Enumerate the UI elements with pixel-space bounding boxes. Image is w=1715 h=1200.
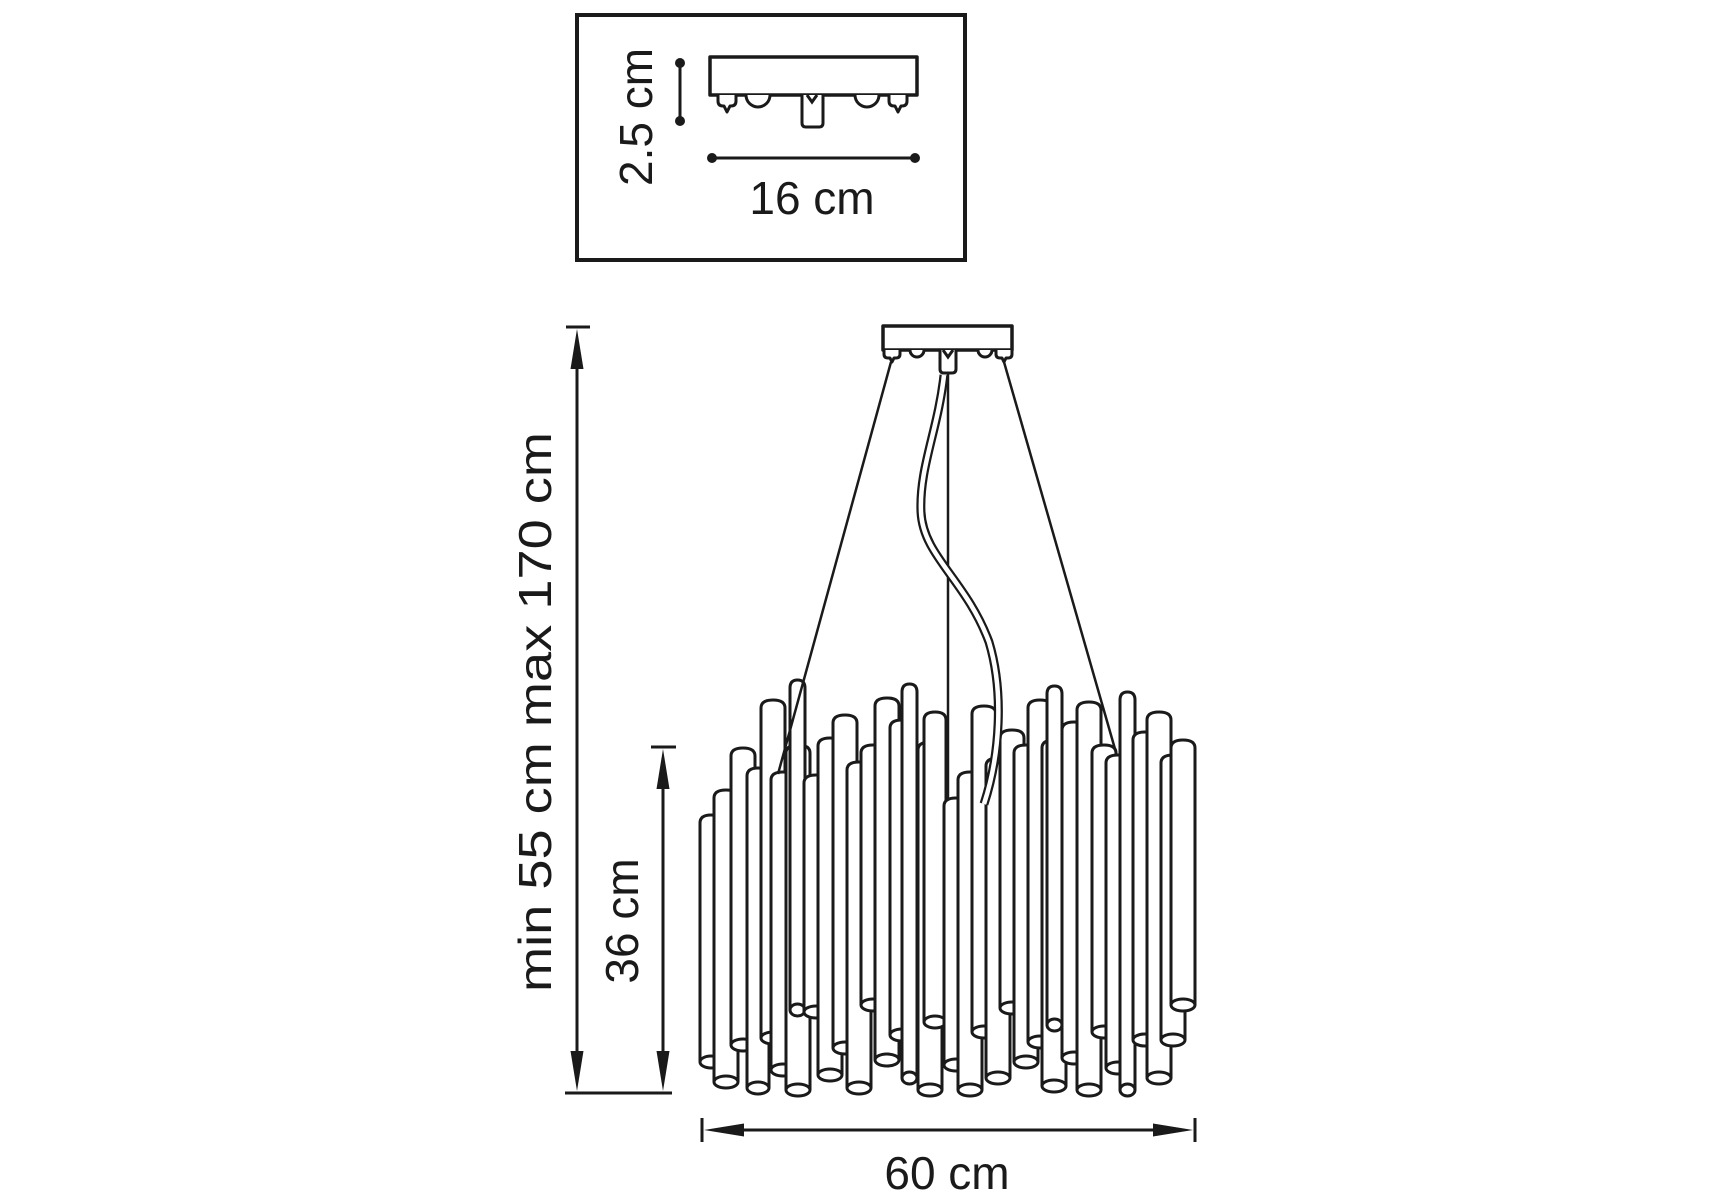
tube-bottom-cap <box>1159 1032 1187 1048</box>
shade-height-label: 36 cm <box>596 858 648 983</box>
canopy-height-dimension: 2.5 cm <box>610 48 685 186</box>
tube <box>1169 738 1197 1005</box>
canopy-clip-right <box>887 95 909 114</box>
mount-clip-right <box>994 350 1014 364</box>
ceiling-plate <box>881 324 1014 352</box>
canopy-width-dimension: 16 cm <box>707 153 920 224</box>
mount-strain-relief <box>938 350 958 375</box>
dimension-dot <box>675 116 685 126</box>
canopy-width-label: 16 cm <box>749 172 874 224</box>
shade-height-dimension: 36 cm <box>565 745 676 1095</box>
tube <box>1045 684 1064 1025</box>
canopy-plate <box>708 55 919 97</box>
arrow-up <box>656 749 670 789</box>
arrow-down <box>656 1051 670 1091</box>
tube-bottom-cap <box>1145 1070 1173 1086</box>
arrow-left <box>704 1123 744 1137</box>
tube-bottom-cap <box>1040 1078 1068 1094</box>
dimension-dot <box>707 153 717 163</box>
tube-bottom-cap <box>1012 1054 1040 1070</box>
tube-bottom-cap <box>784 1082 812 1098</box>
mount-bump-right <box>976 349 994 359</box>
suspension-height-dimension: min 55 cm max 170 cm <box>509 325 590 1091</box>
tube <box>788 678 807 1010</box>
mount-strain-relief-notch <box>941 349 955 360</box>
tube <box>900 682 919 1078</box>
shade-width-label: 60 cm <box>884 1147 1009 1199</box>
suspension-height-label: min 55 cm max 170 cm <box>509 432 561 992</box>
suspension-wire-left <box>776 361 893 775</box>
arrow-right <box>1153 1123 1193 1137</box>
tube-bottom-cap <box>900 1070 919 1086</box>
tube <box>922 710 948 1022</box>
tube-bottom-cap <box>845 1080 873 1096</box>
tube-bottom-cap <box>1118 1082 1137 1098</box>
tube-bottom-cap <box>745 1080 771 1096</box>
tube-bottom-cap <box>1169 997 1197 1013</box>
canopy-clip-left <box>716 95 738 114</box>
canopy-bump-left <box>744 94 772 109</box>
arrow-down <box>570 1051 584 1091</box>
mount-bump-left <box>908 349 926 359</box>
tube-bottom-cap <box>916 1082 944 1098</box>
dimension-dot <box>910 153 920 163</box>
power-cable <box>916 374 1003 806</box>
canopy-bump-right <box>853 94 881 109</box>
power-cable-core <box>918 374 1001 805</box>
canopy-inset-panel: 2.5 cm 16 cm <box>575 13 967 262</box>
tube-bottom-cap <box>816 1067 844 1083</box>
suspension-wire-right <box>1002 361 1119 757</box>
tube-bottom-cap <box>984 1070 1012 1086</box>
tube-cluster-shade <box>698 678 1197 1098</box>
tube-bottom-cap <box>873 1052 901 1068</box>
dimension-dot <box>675 58 685 68</box>
tube <box>1118 690 1137 1090</box>
shade-width-dimension: 60 cm <box>700 1118 1197 1199</box>
ceiling-mount <box>881 324 1014 375</box>
mount-clip-left <box>882 350 902 364</box>
canopy-side-view <box>708 55 919 129</box>
tube-bottom-cap <box>1075 1082 1103 1098</box>
arrow-up <box>570 329 584 369</box>
tube-bottom-cap <box>956 1082 984 1098</box>
tube-bottom-cap <box>1045 1017 1064 1033</box>
tube-bottom-cap <box>712 1074 740 1090</box>
strain-relief-notch <box>805 94 819 105</box>
suspension-wires <box>776 361 1119 800</box>
canopy-height-label: 2.5 cm <box>610 48 662 186</box>
canopy-strain-relief <box>800 95 825 129</box>
